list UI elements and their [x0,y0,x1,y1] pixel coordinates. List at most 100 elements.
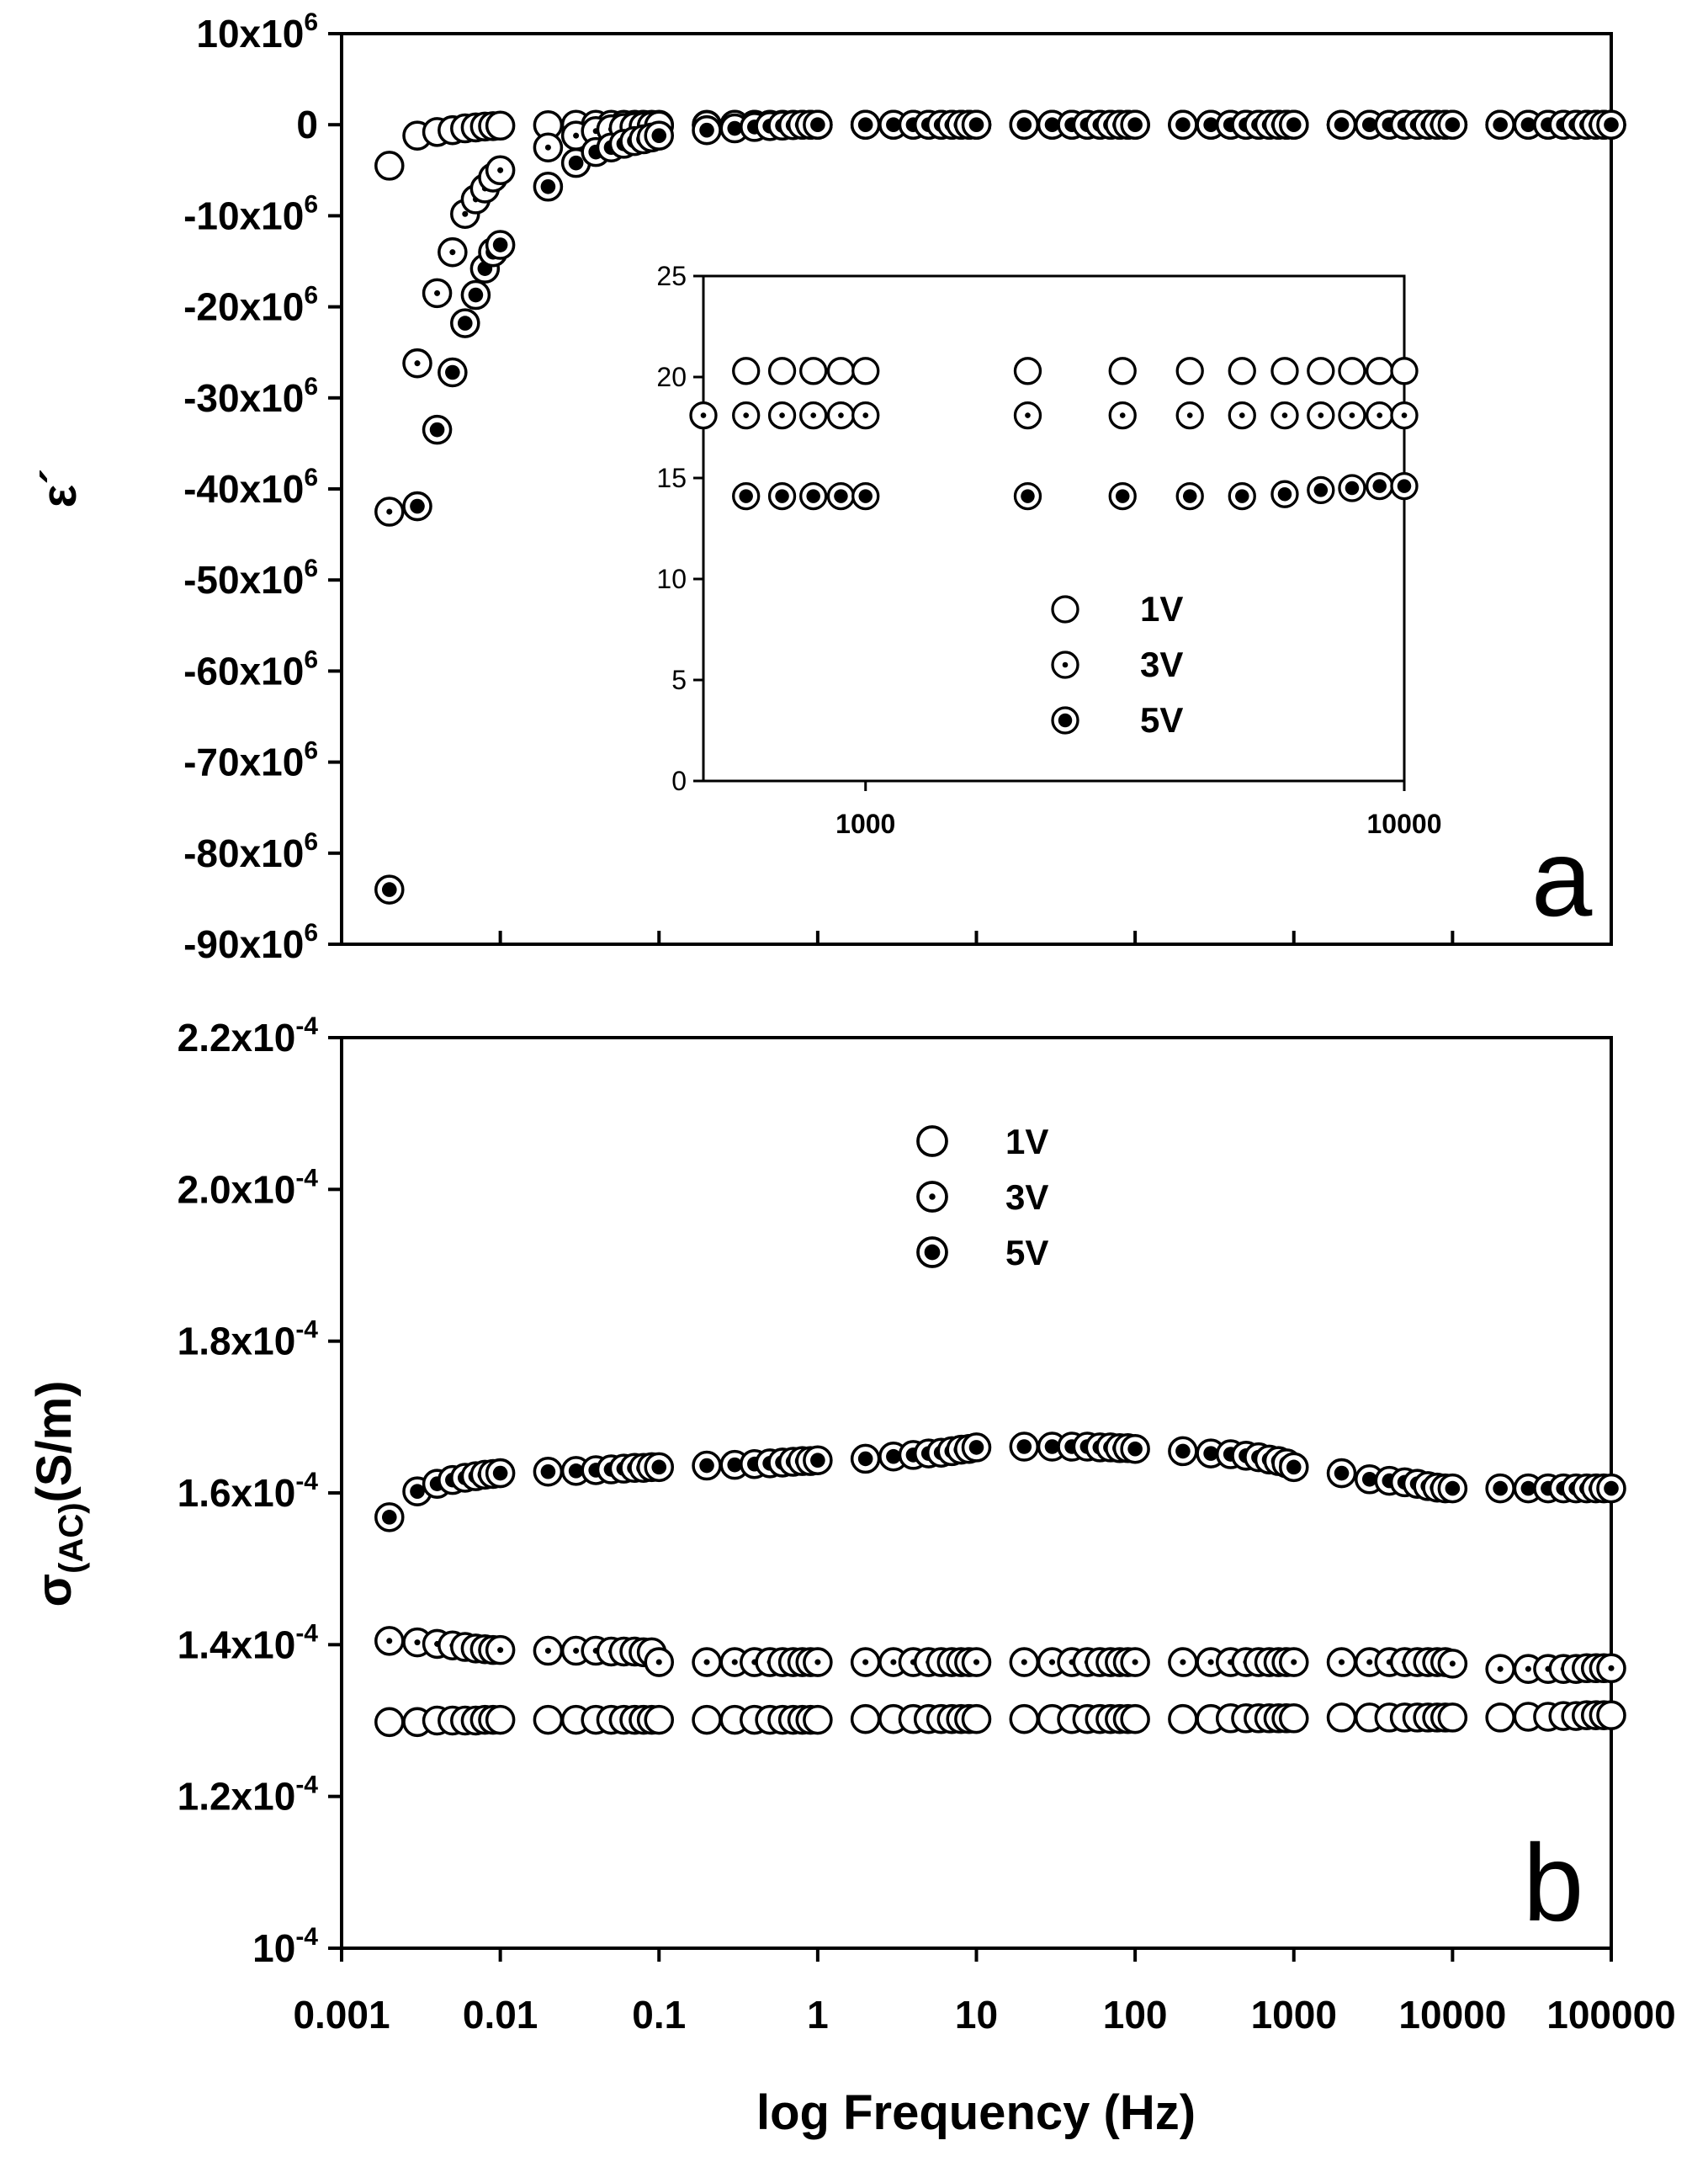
y-title-sigma: σ [27,1574,82,1607]
panel-b-point-1V [961,1703,992,1734]
panel-b-point-3V [1326,1647,1357,1677]
panel-b-y-tick-label: 2.2x10-4 [178,1012,319,1060]
panel-b-point-5V [485,1458,516,1489]
panel-b-point-5V [533,1456,564,1487]
inset-y-tick-label: 25 [656,261,687,291]
inset-point-3V [1307,401,1335,430]
panel-a-y-tick-label: -50x106 [183,555,318,602]
panel-b-point-1V [644,1704,675,1735]
panel-a-point-5V [460,279,491,311]
panel-b-y-tick-label: 1.2x10-4 [178,1771,319,1819]
panel-b-point-1V [533,1704,564,1735]
panel-b-point-5V [374,1502,405,1532]
panel-b-point-1V [1120,1703,1150,1734]
panel-b-y-tick-label-exponent: -4 [295,1923,318,1951]
x-tick-label: 0.1 [632,1993,686,2037]
inset-point-1V [767,357,797,385]
panel-a-y-tick-label-exponent: 6 [304,645,318,673]
panel-a-y-tick-label: -40x106 [183,464,318,511]
panel-a-y-tick-label-mantissa: 10x10 [196,12,304,56]
inset-legend-label: 5V [1140,700,1183,740]
panel-b-legend: 1V 3V 5V [916,1122,1048,1272]
panel-a-y-tick-label-mantissa: -30x10 [183,376,304,420]
panel-b-y-tick-label-exponent: -4 [295,1468,318,1495]
inset-point-3V [1366,401,1394,430]
panel-b-point-5V [1326,1458,1357,1489]
panel-b-point-5V [961,1432,992,1463]
panel-a-y-tick-label: -60x106 [183,645,318,693]
inset-point-3V [767,401,797,430]
panel-b-y-tick-label: 1.8x10-4 [178,1316,319,1363]
panel-a-y-tick-label-mantissa: -10x10 [183,194,304,237]
y-title-subscript: (AC) [53,1502,90,1573]
panel-b-y-tick-label-exponent: -4 [295,1164,318,1192]
inset-point-5V [1013,481,1042,511]
panel-a-point-3V [533,132,564,163]
panel-b-y-tick-label-mantissa: 2.2x10 [178,1016,296,1060]
panel-a-y-tick-label-exponent: 6 [304,464,318,491]
panel-a-point-5V [1596,109,1626,140]
inset-chart: 0 5 10 15 20 25 1000 10000 1V 3V 5V [656,261,1441,839]
inset-ticks [693,274,1406,791]
panel-b-legend-label: 5V [1005,1233,1048,1272]
panel-b-y-tick-label-exponent: -4 [295,1316,318,1344]
panel-a-y-tick-label: -70x106 [183,737,318,784]
inset-point-5V [1270,480,1299,508]
x-tick-label: 100000 [1546,1993,1676,2037]
inset-point-3V [732,401,761,430]
inset-point-1V [1390,357,1419,385]
panel-b-point-3V [692,1647,722,1677]
x-axis-title: log Frequency (Hz) [756,2085,1196,2140]
panel-a-point-5V [1009,109,1040,140]
inset-point-3V [799,401,828,430]
inset-frame [702,274,1406,783]
panel-a-points [374,109,1626,905]
panel-b-y-tick-label-mantissa: 1.4x10 [178,1623,296,1666]
inset-y-tick-label: 5 [671,665,687,695]
x-tick-label: 0.001 [293,1993,390,2037]
panel-a-y-tick-label-exponent: 6 [304,373,318,401]
panel-b-ticks [328,1036,1613,1962]
inset-point-1V [1175,357,1204,385]
panel-b: 10-41.2x10-41.4x10-41.6x10-41.8x10-42.0x… [27,1012,1676,2140]
inset-point-5V [1228,481,1256,511]
panel-a-y-tick-label: -80x106 [183,828,318,875]
inset-point-3V [689,401,718,430]
panel-a-point-5V [1485,109,1515,140]
panel-b-point-1V [1437,1702,1468,1733]
panel-a-point-1V [374,151,405,181]
inset-x-tick-label: 1000 [835,809,895,839]
panel-b-point-3V [1009,1647,1040,1677]
panel-a-point-3V [485,155,516,186]
panel-b-point-3V [1278,1647,1309,1677]
panel-b-point-3V [533,1635,564,1666]
panel-b-y-tick-label-exponent: -4 [295,1771,318,1799]
panel-a-y-tick-label-exponent: 6 [304,282,318,310]
panel-a-y-tick-label-mantissa: -50x10 [183,558,304,602]
inset-x-tick-label: 10000 [1367,809,1442,839]
panel-a: 10x1060-10x106-20x106-30x106-40x106-50x1… [32,8,1626,966]
panel-b-y-tick-label: 10-4 [252,1923,318,1970]
inset-legend: 1V 3V 5V [1051,589,1183,740]
panel-b-letter: b [1523,1821,1583,1944]
panel-a-point-5V [692,114,722,146]
panel-b-point-1V [803,1704,833,1735]
panel-a-y-tick-labels: 10x1060-10x106-20x106-30x106-40x106-50x1… [183,8,318,966]
inset-point-5V [1390,471,1419,501]
panel-a-y-tick-label: 0 [296,103,318,146]
inset-point-1V [1108,357,1137,385]
panel-b-point-1V [1326,1702,1357,1733]
panel-b-legend-marker-5V [916,1236,948,1268]
inset-tick-labels: 0 5 10 15 20 25 1000 10000 [656,261,1441,839]
panel-a-y-axis-title: ε´ [32,469,87,508]
panel-b-legend-label: 3V [1005,1177,1048,1217]
panel-b-legend-label: 1V [1005,1122,1048,1161]
inset-legend-marker-5V [1051,706,1079,735]
inset-point-3V [1390,401,1419,430]
panel-b-point-3V [485,1634,516,1665]
x-tick-label: 0.01 [463,1993,538,2037]
inset-legend-marker-3V [1051,651,1079,679]
x-tick-label: 100 [1103,1993,1168,2037]
panel-a-point-5V [533,172,564,202]
inset-point-5V [851,481,880,511]
